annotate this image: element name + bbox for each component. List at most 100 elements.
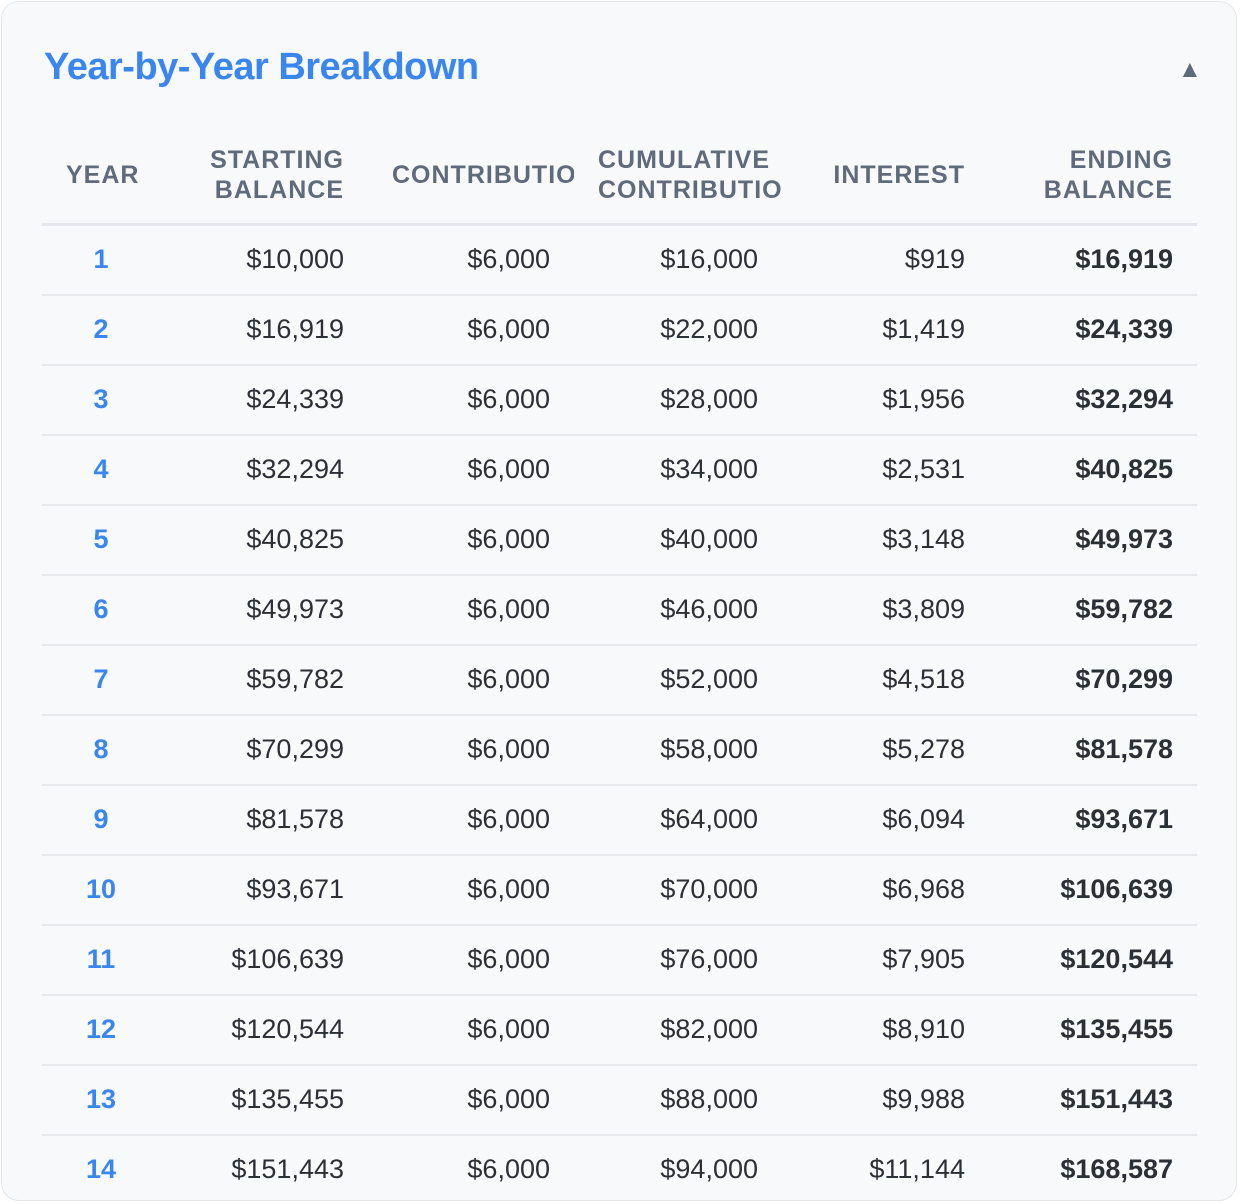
table-cell: 1 bbox=[42, 224, 160, 296]
table-cell: $135,455 bbox=[160, 1064, 368, 1136]
table-cell: $70,299 bbox=[989, 644, 1197, 716]
table-cell: $4,518 bbox=[782, 644, 989, 716]
table-cell: 5 bbox=[42, 504, 160, 576]
card-title: Year-by-Year Breakdown bbox=[44, 46, 479, 88]
table-cell: $76,000 bbox=[574, 924, 782, 996]
table-cell: $82,000 bbox=[574, 994, 782, 1066]
table-cell: $6,000 bbox=[368, 714, 574, 786]
table-cell: $46,000 bbox=[574, 574, 782, 646]
table-cell: $9,988 bbox=[782, 1064, 989, 1136]
table-cell: $2,531 bbox=[782, 434, 989, 506]
table-cell: $32,294 bbox=[989, 364, 1197, 436]
table-cell: $135,455 bbox=[989, 994, 1197, 1066]
table-cell: $81,578 bbox=[160, 784, 368, 856]
table-cell: $6,000 bbox=[368, 784, 574, 856]
table-cell: $64,000 bbox=[574, 784, 782, 856]
column-header: STARTING BALANCE bbox=[160, 128, 368, 226]
table-cell: $6,000 bbox=[368, 504, 574, 576]
table-row: 11 $106,639 $6,000 $76,000 $7,905 $120,544 bbox=[42, 924, 1197, 996]
table-cell: $93,671 bbox=[160, 854, 368, 926]
column-header: YEAR bbox=[42, 128, 160, 226]
table-cell: $7,905 bbox=[782, 924, 989, 996]
table-row: 8 $70,299 $6,000 $58,000 $5,278 $81,578 bbox=[42, 714, 1197, 786]
table-cell: $24,339 bbox=[160, 364, 368, 436]
table-cell: $16,919 bbox=[989, 224, 1197, 296]
table-cell: $81,578 bbox=[989, 714, 1197, 786]
table-body: 1 $10,000 $6,000 $16,000 $919 $16,919 2 $16,919… bbox=[42, 224, 1197, 1204]
table-cell: $34,000 bbox=[574, 434, 782, 506]
table-cell: 2 bbox=[42, 294, 160, 366]
table-row: 12 $120,544 $6,000 $82,000 $8,910 $135,455 bbox=[42, 994, 1197, 1066]
table-cell: $106,639 bbox=[989, 854, 1197, 926]
table-row: 9 $81,578 $6,000 $64,000 $6,094 $93,671 bbox=[42, 784, 1197, 856]
table-cell: $59,782 bbox=[160, 644, 368, 716]
table-row: 13 $135,455 $6,000 $88,000 $9,988 $151,443 bbox=[42, 1064, 1197, 1136]
table-cell: $6,000 bbox=[368, 224, 574, 296]
table-cell: $120,544 bbox=[160, 994, 368, 1066]
table-row: 1 $10,000 $6,000 $16,000 $919 $16,919 bbox=[42, 224, 1197, 296]
table-cell: 12 bbox=[42, 994, 160, 1066]
table-row: 7 $59,782 $6,000 $52,000 $4,518 $70,299 bbox=[42, 644, 1197, 716]
table-cell: $106,639 bbox=[160, 924, 368, 996]
table-cell: $70,000 bbox=[574, 854, 782, 926]
column-header: CUMULATIVE CONTRIBUTIONS bbox=[574, 128, 782, 226]
table-cell: 10 bbox=[42, 854, 160, 926]
table-row: 5 $40,825 $6,000 $40,000 $3,148 $49,973 bbox=[42, 504, 1197, 576]
table-cell: 11 bbox=[42, 924, 160, 996]
table-cell: $6,000 bbox=[368, 434, 574, 506]
table-cell: $40,825 bbox=[160, 504, 368, 576]
table-cell: $5,278 bbox=[782, 714, 989, 786]
table-cell: $6,094 bbox=[782, 784, 989, 856]
table-cell: $10,000 bbox=[160, 224, 368, 296]
table-cell: $3,148 bbox=[782, 504, 989, 576]
table-cell: $22,000 bbox=[574, 294, 782, 366]
table-cell: $70,299 bbox=[160, 714, 368, 786]
table-cell: $6,000 bbox=[467, 1154, 550, 1184]
table-cell: 8 bbox=[42, 714, 160, 786]
table-cell: 14 bbox=[85, 1154, 117, 1184]
table-cell: $120,544 bbox=[989, 924, 1197, 996]
collapse-toggle[interactable]: ▲ bbox=[1178, 56, 1202, 83]
table-cell: 7 bbox=[42, 644, 160, 716]
table-cell: $49,973 bbox=[160, 574, 368, 646]
table-cell: $32,294 bbox=[160, 434, 368, 506]
table-cell: $6,000 bbox=[368, 574, 574, 646]
table-cell: $1,956 bbox=[782, 364, 989, 436]
table-cell: 9 bbox=[42, 784, 160, 856]
table-cell: $24,339 bbox=[989, 294, 1197, 366]
table-cell: 4 bbox=[42, 434, 160, 506]
table-cell: 13 bbox=[42, 1064, 160, 1136]
table-row: 14 $151,443 $6,000 $94,000 $11,144 $168,587 bbox=[42, 1135, 1197, 1204]
table-row: 3 $24,339 $6,000 $28,000 $1,956 $32,294 bbox=[42, 364, 1197, 436]
table-cell: $6,968 bbox=[782, 854, 989, 926]
table-cell: $168,587 bbox=[1060, 1154, 1173, 1184]
table-cell: $16,919 bbox=[160, 294, 368, 366]
table-cell: $93,671 bbox=[989, 784, 1197, 856]
table-cell: $6,000 bbox=[368, 924, 574, 996]
table-cell: $52,000 bbox=[574, 644, 782, 716]
table-cell: $16,000 bbox=[574, 224, 782, 296]
table-cell: $6,000 bbox=[368, 644, 574, 716]
table-cell: $58,000 bbox=[574, 714, 782, 786]
table-row: 6 $49,973 $6,000 $46,000 $3,809 $59,782 bbox=[42, 574, 1197, 646]
table-cell: $49,973 bbox=[989, 504, 1197, 576]
column-header: CONTRIBUTIONS bbox=[368, 128, 574, 226]
table-row: 4 $32,294 $6,000 $34,000 $2,531 $40,825 bbox=[42, 434, 1197, 506]
table-cell: $8,910 bbox=[782, 994, 989, 1066]
table-cell: $919 bbox=[782, 224, 989, 296]
table-cell: $40,825 bbox=[989, 434, 1197, 506]
table-cell: $6,000 bbox=[368, 994, 574, 1066]
table-cell: $6,000 bbox=[368, 294, 574, 366]
table-cell: 6 bbox=[42, 574, 160, 646]
column-header: ENDING BALANCE bbox=[989, 128, 1197, 226]
table-cell: $3,809 bbox=[782, 574, 989, 646]
table-cell: $1,419 bbox=[782, 294, 989, 366]
table-row: 2 $16,919 $6,000 $22,000 $1,419 $24,339 bbox=[42, 294, 1197, 366]
table-cell: $28,000 bbox=[574, 364, 782, 436]
table-cell: 3 bbox=[42, 364, 160, 436]
table-cell: $88,000 bbox=[574, 1064, 782, 1136]
column-header: INTEREST bbox=[782, 128, 989, 226]
